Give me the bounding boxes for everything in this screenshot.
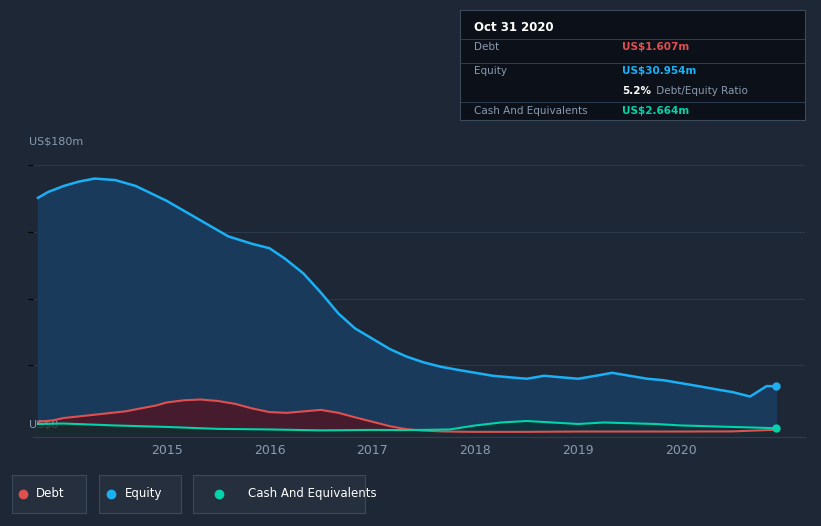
Text: Debt: Debt [36, 488, 65, 500]
Text: Debt/Equity Ratio: Debt/Equity Ratio [654, 86, 748, 96]
Text: Equity: Equity [474, 66, 507, 76]
Text: Cash And Equivalents: Cash And Equivalents [474, 106, 587, 116]
Text: US$30.954m: US$30.954m [622, 66, 696, 76]
Text: Equity: Equity [125, 488, 163, 500]
Text: US$0: US$0 [29, 420, 58, 430]
Text: Oct 31 2020: Oct 31 2020 [474, 21, 553, 34]
Text: Debt: Debt [474, 42, 499, 52]
Text: US$1.607m: US$1.607m [622, 42, 690, 52]
Text: US$2.664m: US$2.664m [622, 106, 690, 116]
Text: 5.2%: 5.2% [622, 86, 651, 96]
Text: US$180m: US$180m [29, 137, 83, 147]
Text: Cash And Equivalents: Cash And Equivalents [248, 488, 377, 500]
